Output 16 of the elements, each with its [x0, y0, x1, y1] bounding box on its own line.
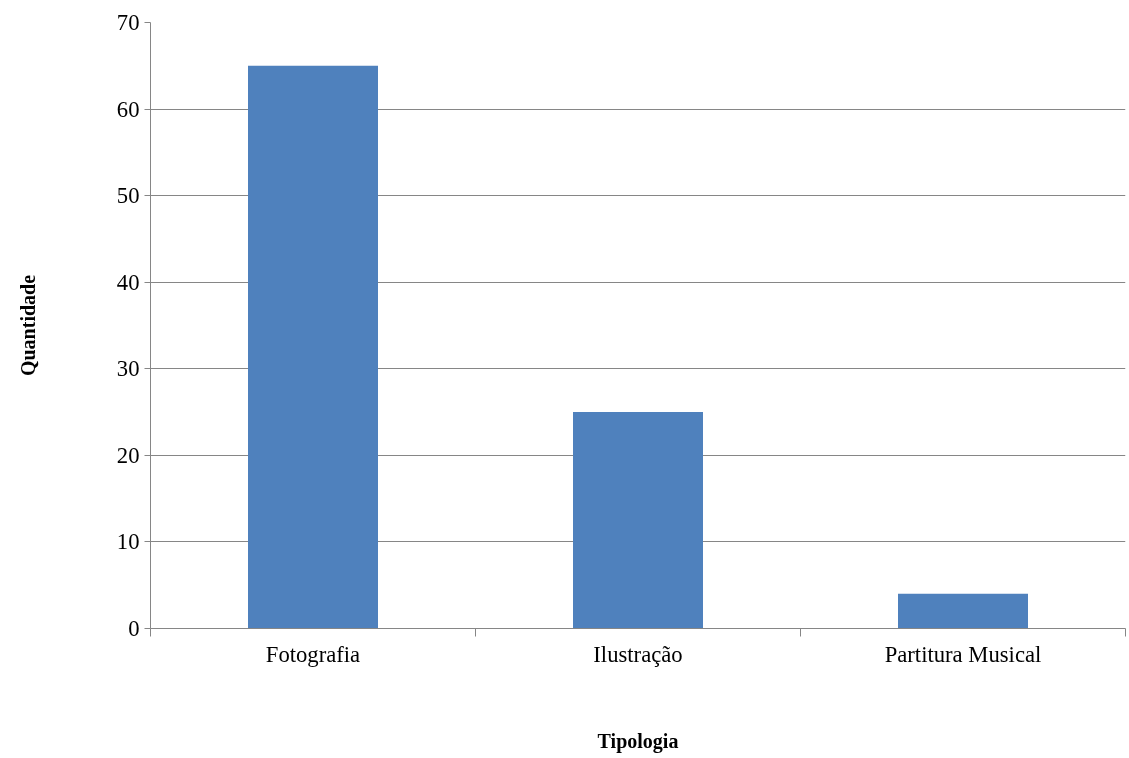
x-tick-label: Ilustração: [593, 641, 683, 667]
bar: [248, 65, 378, 629]
y-tick-label: 50: [116, 183, 140, 209]
bar: [573, 412, 703, 629]
bar: [898, 593, 1028, 629]
y-tick-label: 70: [116, 10, 140, 35]
x-axis-title: Tipologia: [597, 729, 679, 753]
y-tick-label: 30: [116, 356, 140, 382]
y-axis-title: Quantidade: [16, 274, 39, 377]
y-tick-label: 40: [116, 269, 140, 295]
y-tick-label: 0: [128, 616, 140, 641]
x-tick-label: Fotografia: [265, 641, 361, 667]
y-tick-label: 60: [116, 96, 140, 122]
y-tick-label: 20: [116, 442, 140, 468]
y-tick-label: 10: [116, 529, 140, 555]
x-tick-label: Partitura Musical: [884, 641, 1042, 667]
